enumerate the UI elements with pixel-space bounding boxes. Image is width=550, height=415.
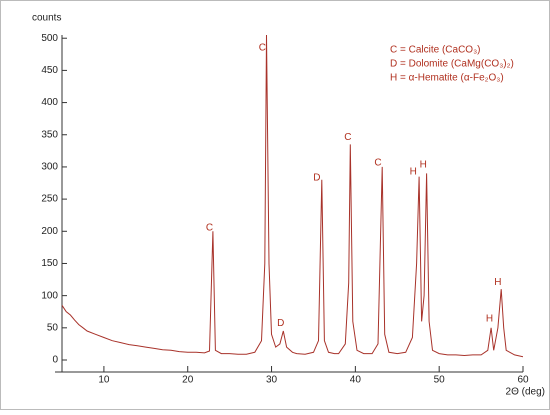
- y-tick-label: 100: [41, 290, 58, 301]
- y-tick-label: 500: [41, 33, 58, 44]
- legend-text: C = Calcite (CaCO₃): [390, 45, 480, 56]
- legend-text: D = Dolomite (CaMg(CO₃)₂): [390, 59, 514, 70]
- y-tick-label: 400: [41, 97, 58, 108]
- y-tick-label: 350: [41, 129, 58, 140]
- x-tick-label: 10: [98, 375, 110, 386]
- y-tick-label: 450: [41, 65, 58, 76]
- peak-label: C: [374, 158, 381, 169]
- legend-text: H = α-Hematite (α-Fe₂O₃): [390, 73, 504, 84]
- peak-label: C: [259, 43, 266, 54]
- x-tick-label: 50: [434, 375, 446, 386]
- y-tick-label: 250: [41, 194, 58, 205]
- y-tick-label: 150: [41, 258, 58, 269]
- y-tick-label: 0: [52, 355, 58, 366]
- peak-label: D: [277, 318, 284, 329]
- y-tick-label: 50: [47, 322, 59, 333]
- x-tick-label: 40: [350, 375, 362, 386]
- peak-label: H: [486, 313, 493, 324]
- peak-label: C: [344, 132, 351, 143]
- y-tick-label: 300: [41, 162, 58, 173]
- peak-label: H: [410, 167, 417, 178]
- x-tick-label: 60: [517, 375, 529, 386]
- peak-label: H: [420, 160, 427, 171]
- data-line: [62, 35, 523, 358]
- y-axis-label: counts: [32, 13, 61, 24]
- x-tick-label: 30: [266, 375, 278, 386]
- x-axis-label: 2Θ (deg): [506, 387, 545, 398]
- peak-label: C: [206, 223, 213, 234]
- peak-label: H: [494, 277, 501, 288]
- y-tick-label: 200: [41, 226, 58, 237]
- peak-label: D: [313, 173, 320, 184]
- x-tick-label: 20: [182, 375, 194, 386]
